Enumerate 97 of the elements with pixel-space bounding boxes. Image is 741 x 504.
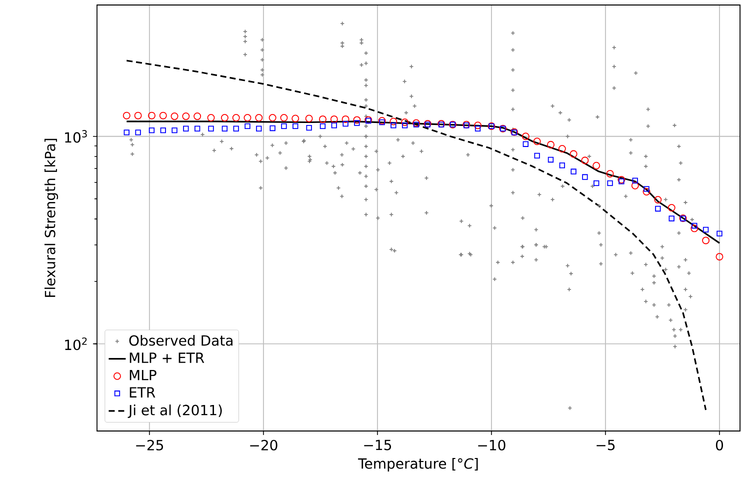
point (559, 162, 566, 168)
point (522, 141, 529, 147)
point (548, 156, 554, 163)
point (474, 122, 482, 130)
point (592, 162, 600, 170)
legend-label: MLP + ETR (130, 352, 204, 363)
point (378, 116, 386, 124)
point (306, 124, 312, 131)
point (124, 130, 130, 136)
point (134, 112, 142, 120)
point (194, 112, 202, 120)
x-tick-label: −25 (136, 440, 163, 450)
point (160, 127, 166, 134)
point (690, 224, 698, 232)
point (390, 118, 398, 126)
point (354, 120, 360, 126)
point (581, 156, 589, 164)
point (474, 126, 481, 132)
point (654, 196, 662, 204)
point (716, 252, 724, 260)
point (353, 116, 361, 124)
point (256, 126, 262, 132)
point (281, 123, 287, 130)
point (183, 126, 189, 132)
point (668, 204, 676, 212)
point (642, 188, 650, 196)
point (342, 115, 350, 123)
point (522, 132, 530, 140)
point (172, 127, 178, 134)
point (331, 122, 337, 128)
y-tick-label: 10$^{3}$ (65, 130, 87, 143)
point (268, 114, 276, 122)
point (668, 216, 674, 222)
point (390, 122, 396, 128)
point (233, 126, 239, 132)
point (222, 126, 228, 132)
point (305, 114, 313, 122)
point (401, 118, 409, 126)
x-tick-label: 0 (716, 440, 724, 450)
point (148, 112, 156, 120)
point (533, 138, 541, 146)
point (702, 226, 709, 233)
point (570, 150, 578, 158)
point (702, 236, 710, 244)
point (413, 122, 420, 128)
point (244, 114, 252, 122)
point (547, 140, 555, 148)
point (582, 174, 588, 180)
point (644, 186, 650, 192)
point (135, 130, 141, 136)
point (148, 127, 155, 134)
point (207, 114, 215, 122)
point (320, 123, 326, 130)
legend-label: MLP (130, 370, 156, 380)
point (270, 125, 276, 132)
legend-label: Observed Data (129, 334, 232, 346)
point (318, 115, 326, 123)
point (558, 144, 566, 152)
point (292, 123, 298, 130)
point (594, 180, 600, 186)
point (379, 119, 385, 126)
point (402, 122, 408, 128)
x-tick-label: −5 (596, 440, 615, 450)
x-axis-title: Temperature [°C] (358, 458, 478, 472)
point (692, 222, 698, 229)
point (631, 182, 639, 190)
point (232, 114, 240, 122)
point (208, 126, 214, 132)
point (632, 178, 638, 184)
point (255, 114, 263, 122)
point (122, 112, 130, 120)
point (170, 112, 178, 120)
point (606, 170, 614, 178)
point (244, 123, 250, 130)
point (618, 178, 624, 184)
point (182, 112, 190, 120)
point (159, 112, 167, 120)
legend-label: Ji et al (2011) (128, 404, 222, 418)
y-tick-label: 10$^{2}$ (65, 337, 87, 350)
point (607, 180, 613, 186)
point (342, 120, 348, 127)
point (412, 119, 420, 127)
x-tick-label: −15 (364, 440, 392, 450)
point (220, 114, 228, 122)
point (194, 126, 200, 132)
legend-label: ETR (130, 387, 156, 398)
point (280, 114, 288, 122)
point (292, 114, 300, 122)
x-tick-label: −20 (250, 440, 278, 450)
point (570, 168, 576, 174)
x-tick-label: −10 (478, 440, 506, 450)
point (655, 206, 661, 212)
point (618, 176, 626, 184)
point (330, 115, 338, 123)
point (716, 230, 722, 236)
point (534, 152, 540, 159)
y-axis-title: Flexural Strength [kPa] (44, 138, 58, 297)
